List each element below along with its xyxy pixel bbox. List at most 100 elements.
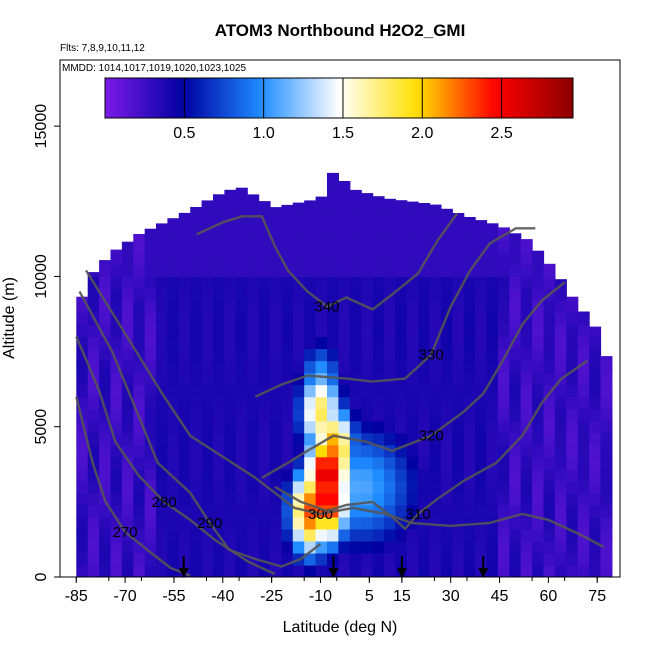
heat-cell (532, 540, 545, 554)
plot-frame (59, 59, 621, 578)
heat-cell (178, 300, 191, 314)
heat-cell (201, 384, 214, 398)
heat-cell (190, 312, 203, 326)
heat-cell (247, 300, 260, 314)
heat-cell (213, 252, 225, 265)
heat-cell (486, 468, 499, 482)
heat-cell (509, 540, 522, 554)
heat-cell (190, 228, 203, 241)
heat-cell (372, 204, 385, 217)
heat-cell (429, 372, 442, 386)
heat-cell (87, 348, 100, 362)
heat-cell (463, 432, 476, 446)
heat-cell (497, 288, 510, 301)
heat-cell (190, 528, 203, 542)
heat-cell (235, 396, 248, 410)
heat-cell (201, 432, 214, 446)
heat-cell (406, 240, 419, 253)
heat-cell (486, 432, 499, 446)
heat-cell (475, 300, 488, 314)
heat-cell (133, 553, 146, 566)
heat-cell (418, 324, 431, 338)
heat-cell (429, 300, 442, 314)
heat-cell (577, 456, 590, 470)
heat-cell (292, 468, 305, 482)
heat-cell (554, 444, 567, 458)
heat-cell (361, 480, 374, 494)
heat-cell (133, 432, 146, 446)
heat-cell (532, 250, 545, 253)
heat-cell (247, 264, 260, 277)
heat-cell (372, 384, 385, 398)
heat-cell (201, 540, 214, 554)
heat-cell (235, 540, 248, 554)
heat-cell (133, 516, 146, 530)
heat-cell (600, 492, 613, 506)
heat-cell (338, 324, 351, 338)
heat-cell (349, 192, 362, 205)
heat-cell (190, 216, 203, 229)
heat-cell (452, 480, 465, 494)
heat-cell (509, 480, 522, 494)
heat-cell (144, 264, 157, 277)
heat-cell (475, 372, 488, 386)
heat-cell (486, 492, 499, 506)
heat-cell (361, 240, 374, 253)
heat-cell (213, 396, 225, 410)
heat-cell (372, 492, 385, 506)
heat-cell (577, 372, 590, 386)
heat-cell (213, 324, 225, 338)
heat-cell (395, 468, 408, 482)
heat-cell (224, 300, 237, 314)
heat-cell (429, 384, 442, 398)
heat-cell (509, 276, 522, 289)
heat-cell (156, 223, 168, 229)
heat-cell (270, 516, 282, 530)
heat-cell (213, 420, 225, 434)
heat-cell (224, 276, 237, 289)
heat-cell (395, 492, 408, 506)
heat-cell (349, 276, 362, 289)
heat-cell (543, 456, 556, 470)
heat-cell (566, 384, 579, 398)
heat-cell (589, 565, 602, 577)
heat-cell (76, 324, 89, 338)
heat-cell (497, 504, 510, 518)
heat-cell (384, 336, 396, 350)
x-tick-label: 30 (442, 588, 460, 605)
heat-cell (577, 468, 590, 482)
heat-cell (509, 420, 522, 434)
heat-cell (156, 528, 168, 542)
heat-cell (304, 240, 317, 253)
heat-cell (395, 200, 408, 205)
colorbar-tick-label: 2.0 (411, 125, 433, 142)
heat-cell (224, 384, 237, 398)
heat-cell (327, 396, 339, 410)
heat-cell (292, 228, 305, 241)
heat-cell (304, 312, 317, 326)
heat-cell (532, 504, 545, 518)
heat-cell (315, 336, 328, 350)
heat-cell (338, 204, 351, 217)
heat-cell (201, 492, 214, 506)
heat-cell (532, 264, 545, 277)
heat-cell (121, 565, 134, 577)
heat-cell (452, 516, 465, 530)
heat-cell (258, 264, 271, 277)
heat-cell (201, 312, 214, 326)
heat-cell (327, 348, 339, 362)
heat-cell (292, 202, 305, 205)
heat-cell (440, 208, 453, 217)
heat-cell (121, 336, 134, 350)
heat-cell (475, 252, 488, 265)
heat-cell (190, 348, 203, 362)
heat-cell (338, 384, 351, 398)
heat-cell (292, 336, 305, 350)
heat-cell (475, 492, 488, 506)
heat-cell (543, 468, 556, 482)
heat-cell (258, 348, 271, 362)
heat-cell (224, 408, 237, 422)
heat-cell (167, 228, 180, 241)
heat-cell (361, 193, 374, 205)
heat-cell (167, 312, 180, 326)
